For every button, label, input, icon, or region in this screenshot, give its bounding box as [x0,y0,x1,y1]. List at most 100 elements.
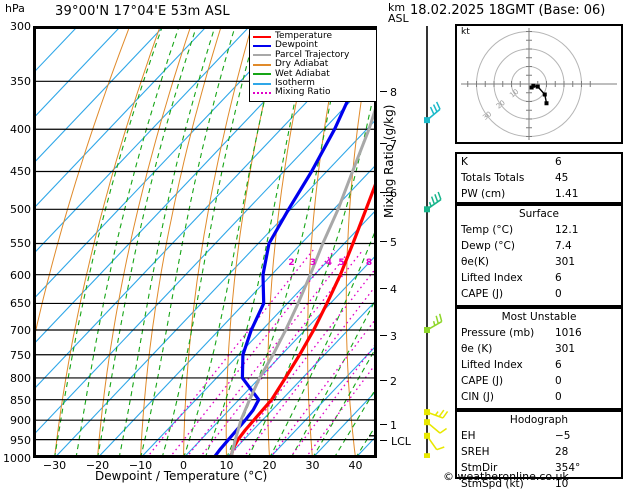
pressure-tick-650: 650 [10,297,31,311]
index-row: PW (cm) 1.41 [457,186,621,202]
surface-panel-heading: Surface [518,208,559,220]
pressure-tick-500: 500 [10,203,31,217]
index-label: K [461,156,468,168]
wind-barb [424,313,443,334]
pressure-tick-800: 800 [10,371,31,385]
chart-legend: Temperature Dewpoint Parcel Trajectory Dry … [249,29,377,102]
temperature-axis-labels: −30 −20 −10 0 10 20 30 40 [0,459,430,473]
index-label: CIN (J) [461,391,494,403]
pressure-tick-300: 300 [10,20,31,33]
mixing-ratio-label-2: 2 [288,258,295,268]
index-label: PW (cm) [461,188,506,200]
pressure-tick-750: 750 [10,348,31,362]
temperature-tick-0: 0 [180,459,187,472]
index-value: 28 [555,446,569,458]
height-tick-6: 6 [380,182,397,201]
index-value: 6 [555,272,562,284]
index-label: CAPE (J) [461,288,504,300]
legend-swatch-icon [253,92,271,95]
index-row: Lifted Index 6 [457,357,621,373]
hodograph-stats-panel: Hodograph EH −5 SREH 28 StmDir 354° StmSpd (kt)… [455,410,623,490]
legend-item-dewpoint: Dewpoint [253,40,373,51]
pressure-tick-900: 900 [10,414,31,428]
legend-item-label: Wet Adiabat [275,68,330,79]
hodograph-panel: 10 20 30 [455,22,623,146]
index-value: 1016 [555,327,582,339]
temperature-tick--30: −30 [42,459,67,472]
legend-swatch-icon [253,54,271,57]
pressure-tick-600: 600 [10,268,31,282]
height-tick-5: 5 [380,231,397,250]
index-value: 301 [555,256,576,268]
wind-barb [424,432,445,451]
legend-item-label: Temperature [275,31,333,41]
legend-swatch-icon [253,63,271,66]
index-row: Pressure (mb) 1016 [457,325,621,341]
pressure-tick-550: 550 [10,237,31,251]
temperature-tick--10: −10 [128,459,153,472]
index-value: 7.4 [555,240,572,252]
pressure-tick-450: 450 [10,165,31,179]
height-tick-2: 2 [380,370,397,389]
mixing-ratio-axis-title: Mixing Ratio (g/kg) [382,104,396,218]
index-label: Lifted Index [461,272,523,284]
copyright-notice: © weatheronline.co.uk [443,470,569,483]
index-row: Temp (°C) 12.1 [457,222,621,238]
lcl-marker-label: LCL [380,430,411,449]
index-row: CAPE (J) 0 [457,286,621,302]
index-label: θe(K) [461,256,489,268]
wind-barb [424,101,441,124]
pressure-tick-850: 850 [10,393,31,407]
wind-barb [424,409,449,419]
temperature-tick-20: 20 [262,459,277,472]
index-value: 301 [555,343,576,355]
index-row: CAPE (J) 0 [457,373,621,389]
index-label: Dewp (°C) [461,240,515,252]
height-axis-title-line1: km [388,1,406,14]
mixing-ratio-label-4: 4 [325,258,332,268]
index-row: EH −5 [457,428,621,444]
wind-barb [424,419,448,434]
height-axis-title-line2: ASL [388,12,409,25]
pressure-axis-labels: 300 350 400 450 500 550 600 650 700 750 800 850 900 9… [0,20,31,465]
index-row: CIN (J) 0 [457,389,621,405]
index-row: SREH 28 [457,444,621,460]
pressure-tick-400: 400 [10,123,31,137]
legend-swatch-icon [253,73,271,76]
index-value: 0 [555,375,562,387]
index-value: 354° [555,462,581,474]
index-row: Totals Totals 45 [457,170,621,186]
legend-item-temperature: Temperature [253,31,373,41]
index-value: −5 [555,430,571,442]
legend-item-label: Parcel Trajectory [275,49,350,60]
height-tick-1: 1 [380,414,397,433]
temperature-tick-10: 10 [219,459,234,472]
legend-swatch-icon [253,35,271,38]
legend-item-label: Isotherm [275,77,315,88]
index-value: 0 [555,391,562,403]
skewt-plot-frame [33,26,377,458]
index-label: CAPE (J) [461,375,504,387]
pressure-axis-title: hPa [5,2,25,15]
legend-item-label: Dewpoint [275,40,318,51]
pressure-tick-700: 700 [10,324,31,338]
svg-text:20: 20 [495,99,507,111]
index-row: StmDir 354° [457,460,621,476]
legend-item-dry-adiabat: Dry Adiabat [253,59,373,70]
pressure-tick-1000: 1000 [3,452,31,465]
index-value: 6 [555,359,562,371]
legend-item-wet-adiabat: Wet Adiabat [253,68,373,79]
legend-item-label: Dry Adiabat [275,59,329,70]
index-label: θe (K) [461,343,493,355]
index-value: 6 [555,156,562,168]
index-row: θe(K) 301 [457,254,621,270]
pressure-tick-950: 950 [10,433,31,447]
index-row: Dewp (°C) 7.4 [457,238,621,254]
model-run-title: 18.02.2025 18GMT (Base: 06) [410,3,606,18]
height-tick-4: 4 [380,278,397,297]
temperature-tick--20: −20 [85,459,110,472]
index-label: StmDir [461,462,498,474]
